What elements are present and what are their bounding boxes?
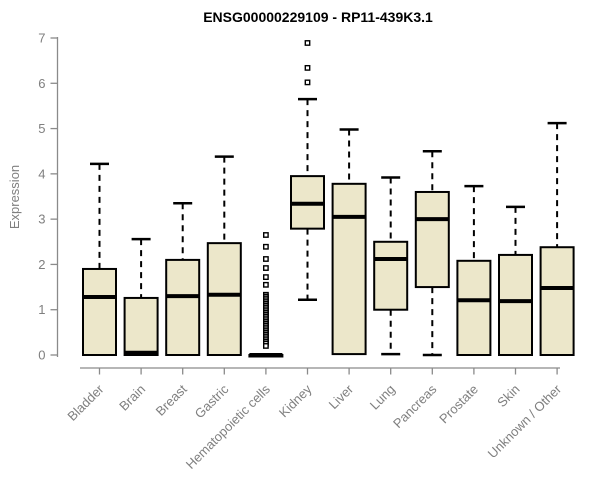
- x-tick-label: Bladder: [64, 381, 107, 424]
- x-tick-label: Lung: [367, 382, 398, 413]
- x-tick-label: Liver: [326, 381, 357, 412]
- y-tick-label: 2: [38, 257, 45, 272]
- box-rect: [414, 190, 450, 289]
- x-tick-label: Kidney: [276, 381, 315, 420]
- outlier-point: [263, 343, 269, 349]
- outlier-point: [304, 79, 311, 86]
- outlier-point: [263, 256, 269, 262]
- x-tick-label: Unknown / Other: [485, 381, 565, 461]
- box-rect: [373, 240, 409, 311]
- outlier-point: [304, 64, 311, 71]
- x-tick-label: Pancreas: [390, 381, 440, 431]
- chart-title: ENSG00000229109 - RP11-439K3.1: [203, 9, 433, 25]
- outlier-point: [263, 274, 269, 281]
- x-tick-label: Brain: [116, 382, 148, 414]
- outlier-point: [263, 281, 269, 288]
- box-rect: [498, 253, 533, 356]
- outlier-point: [263, 265, 269, 271]
- box-rect: [456, 259, 492, 357]
- x-tick-label: Skin: [494, 382, 522, 410]
- outlier-point: [263, 232, 269, 238]
- x-tick-label: Prostate: [436, 382, 481, 427]
- y-tick-label: 0: [38, 348, 45, 363]
- x-tick-label: Breast: [153, 381, 190, 418]
- box-rect: [165, 258, 201, 356]
- y-tick-label: 5: [38, 121, 45, 136]
- y-tick-label: 7: [38, 31, 45, 46]
- box-rect: [123, 296, 159, 357]
- box-rect: [331, 182, 367, 356]
- outlier-point: [263, 243, 269, 250]
- y-tick-label: 3: [38, 212, 45, 227]
- y-tick-label: 6: [38, 76, 45, 91]
- x-tick-label: Gastric: [192, 381, 232, 421]
- box-rect: [82, 267, 117, 357]
- box-rect: [539, 246, 575, 356]
- y-tick-label: 4: [38, 166, 45, 181]
- outlier-point: [304, 40, 311, 46]
- box-rect: [206, 242, 242, 356]
- y-tick-label: 1: [38, 302, 45, 317]
